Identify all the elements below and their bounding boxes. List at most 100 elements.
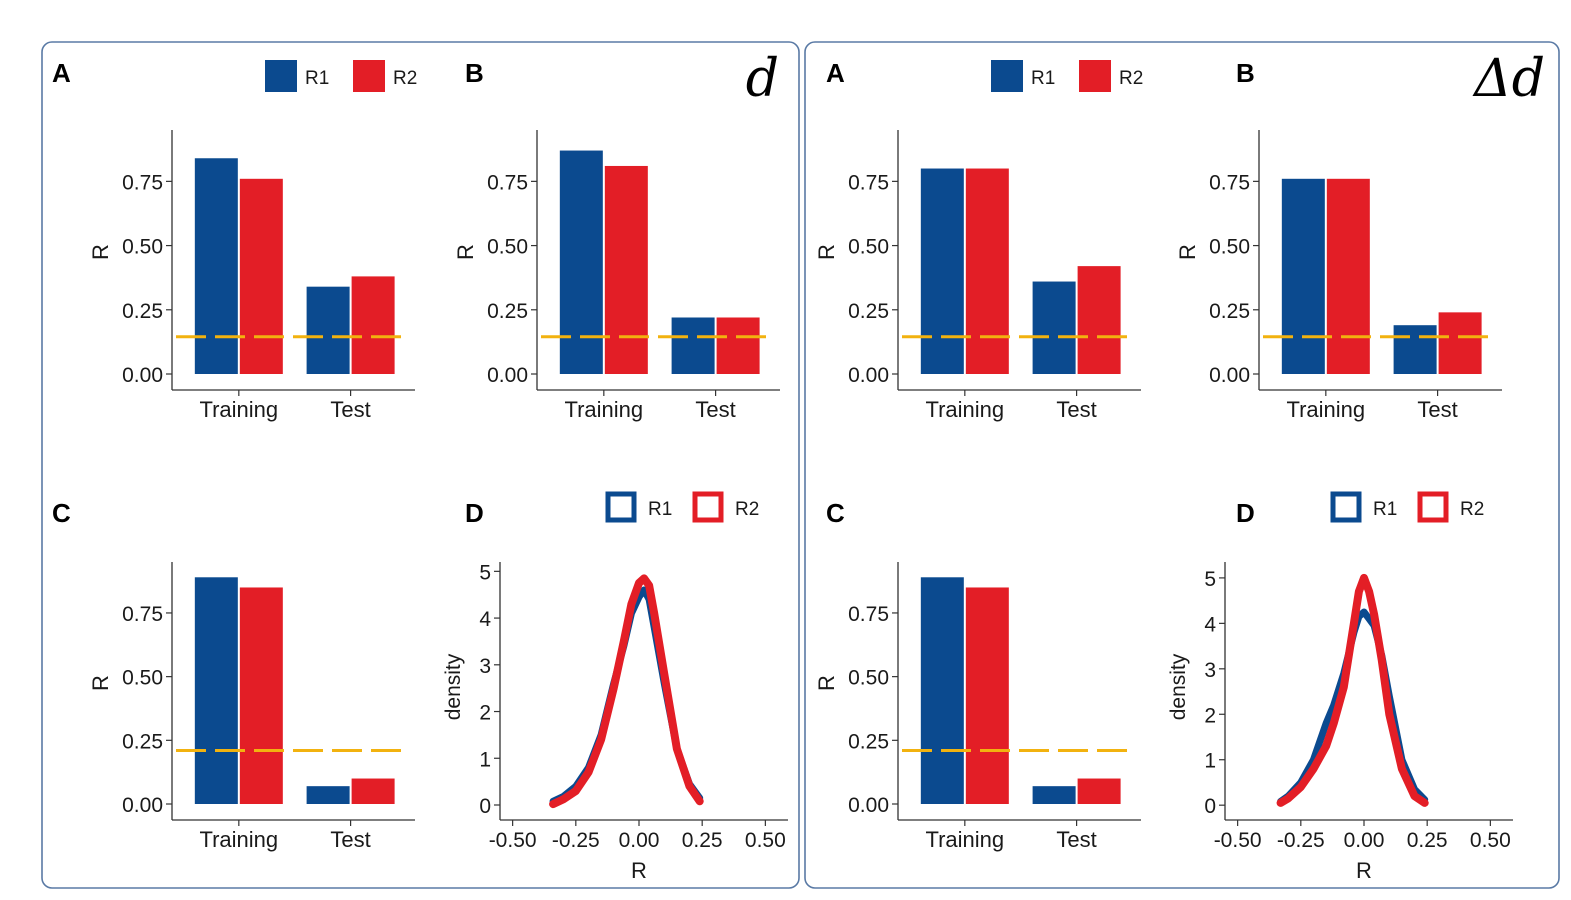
y-tick-label: 0 — [479, 795, 491, 818]
bar-training-r2 — [239, 587, 283, 804]
y-tick-label: 4 — [1204, 613, 1216, 636]
y-tick-label: 0.75 — [487, 171, 528, 194]
y-tick-label: 3 — [1204, 659, 1216, 682]
x-tick-label-training: Training — [925, 827, 1004, 852]
panel-letter: D — [465, 498, 484, 528]
x-tick-label-training: Training — [564, 397, 643, 422]
legend-swatch-r2 — [1079, 60, 1111, 92]
y-tick-label: 0.25 — [848, 730, 889, 753]
y-axis-label: R — [88, 244, 113, 260]
y-axis-label: R — [814, 675, 839, 691]
panel-delta-d-A: A 0.00 0.25 0.50 0.75 R Training Test R1 R2 — [814, 58, 1143, 422]
x-tick-label-test: Test — [1417, 397, 1457, 422]
y-tick-label: 3 — [479, 655, 491, 678]
legend-swatch-r1 — [605, 491, 637, 523]
panel-letter: C — [52, 498, 71, 528]
panel-d-B: B 0.00 0.25 0.50 0.75 R Training Test — [453, 58, 780, 422]
panel-letter: B — [1236, 58, 1255, 88]
panel-letter: D — [1236, 498, 1255, 528]
y-tick-label: 0.00 — [848, 794, 889, 817]
bar-training-r2 — [604, 165, 648, 374]
bar-training-r1 — [559, 150, 603, 374]
y-tick-label: 0.25 — [848, 300, 889, 323]
density-line-r2 — [1276, 573, 1429, 807]
y-tick-label: 0.50 — [122, 667, 163, 690]
bar-test-r1 — [306, 786, 350, 804]
bar-test-r2 — [351, 276, 395, 374]
x-tick-label: -0.50 — [1214, 829, 1262, 852]
x-tick-label: 0.00 — [1344, 829, 1385, 852]
group-symbols: d Δd — [746, 49, 1545, 109]
y-tick-label: 0.50 — [848, 667, 889, 690]
density-line-r2 — [549, 574, 704, 809]
legend-label-r1: R1 — [648, 499, 672, 520]
y-tick-label: 0.75 — [1209, 171, 1250, 194]
y-tick-label: 0.00 — [487, 364, 528, 387]
group-symbol-d: d — [746, 49, 779, 109]
y-axis-label: R — [1175, 244, 1200, 260]
panel-delta-d-B: B 0.00 0.25 0.50 0.75 R Training Test — [1175, 58, 1502, 422]
y-tick-label: 0.50 — [487, 236, 528, 259]
y-tick-label: 0.50 — [122, 236, 163, 259]
x-tick-label: 0.50 — [1470, 829, 1511, 852]
legend-label-r1: R1 — [305, 68, 329, 89]
y-tick-label: 1 — [1204, 750, 1216, 773]
y-tick-label: 0.25 — [1209, 300, 1250, 323]
legend-swatch-r1 — [991, 60, 1023, 92]
y-tick-label: 0.50 — [848, 236, 889, 259]
bar-test-r2 — [1438, 312, 1482, 374]
group-frame-delta-d — [804, 41, 1560, 889]
legend-label-r2: R2 — [1119, 68, 1143, 89]
bar-training-r1 — [194, 577, 238, 804]
bar-test-r1 — [671, 317, 715, 374]
x-tick-label-test: Test — [1056, 397, 1096, 422]
x-tick-label: -0.25 — [1277, 829, 1325, 852]
bar-training-r2 — [239, 178, 283, 374]
y-tick-label: 5 — [1204, 568, 1216, 591]
y-tick-label: 5 — [479, 561, 491, 584]
x-tick-label: -0.25 — [552, 829, 600, 852]
x-tick-label-test: Test — [330, 397, 370, 422]
x-axis-label: R — [631, 858, 647, 883]
legend-label-r2: R2 — [1460, 499, 1484, 520]
y-tick-label: 0.00 — [848, 364, 889, 387]
bar-test-r2 — [1077, 778, 1121, 804]
legend-label-r2: R2 — [393, 68, 417, 89]
bar-training-r1 — [920, 168, 964, 374]
x-tick-label-test: Test — [330, 827, 370, 852]
panel-d-D: D 0 1 2 3 4 5 density -0.50 -0.25 0.00 0.25 0.50 R R1 R… — [442, 491, 788, 883]
legend-swatch-r1 — [265, 60, 297, 92]
x-tick-label: -0.50 — [489, 829, 537, 852]
bar-test-r1 — [1393, 325, 1437, 374]
y-tick-label: 0.75 — [122, 603, 163, 626]
x-tick-label-training: Training — [925, 397, 1004, 422]
x-tick-label-training: Training — [199, 827, 278, 852]
y-axis-label: R — [814, 244, 839, 260]
bar-test-r2 — [716, 317, 760, 374]
y-tick-label: 0.00 — [122, 794, 163, 817]
legend-swatch-r2 — [692, 491, 724, 523]
legend-label-r1: R1 — [1373, 499, 1397, 520]
x-tick-label: 0.25 — [682, 829, 723, 852]
panel-letter: A — [826, 58, 845, 88]
y-tick-label: 0.75 — [848, 603, 889, 626]
y-tick-label: 2 — [479, 702, 491, 725]
x-tick-label: 0.50 — [745, 829, 786, 852]
y-tick-label: 0.00 — [122, 364, 163, 387]
y-tick-label: 0.50 — [1209, 236, 1250, 259]
bar-training-r2 — [965, 168, 1009, 374]
y-axis-label: density — [442, 653, 465, 720]
y-tick-label: 0.75 — [848, 171, 889, 194]
bar-test-r1 — [1032, 281, 1076, 374]
bar-test-r1 — [306, 286, 350, 374]
bar-training-r2 — [1326, 178, 1370, 374]
x-tick-label: 0.25 — [1407, 829, 1448, 852]
group-symbol-delta-d: Δd — [1472, 49, 1545, 109]
x-tick-label-training: Training — [1286, 397, 1365, 422]
y-tick-label: 0.00 — [1209, 364, 1250, 387]
group-frame-d — [41, 41, 800, 889]
bar-training-r2 — [965, 587, 1009, 804]
legend-label-r2: R2 — [735, 499, 759, 520]
